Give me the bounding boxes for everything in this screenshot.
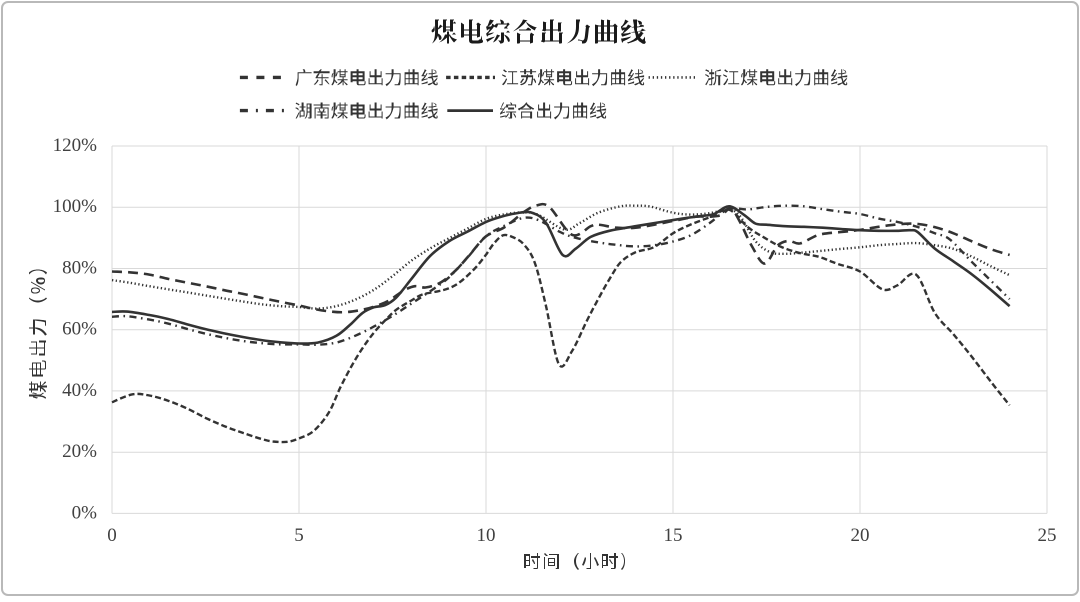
- svg-text:60%: 60%: [62, 319, 97, 340]
- svg-text:20: 20: [851, 525, 870, 546]
- svg-text:40%: 40%: [62, 380, 97, 401]
- svg-text:5: 5: [294, 525, 304, 546]
- svg-text:0%: 0%: [72, 502, 98, 523]
- svg-text:10: 10: [477, 525, 496, 546]
- svg-text:100%: 100%: [53, 196, 98, 217]
- svg-text:0: 0: [107, 525, 117, 546]
- svg-text:20%: 20%: [62, 441, 97, 462]
- svg-text:80%: 80%: [62, 258, 97, 279]
- svg-text:15: 15: [664, 525, 683, 546]
- svg-text:25: 25: [1038, 525, 1057, 546]
- svg-text:120%: 120%: [53, 135, 98, 156]
